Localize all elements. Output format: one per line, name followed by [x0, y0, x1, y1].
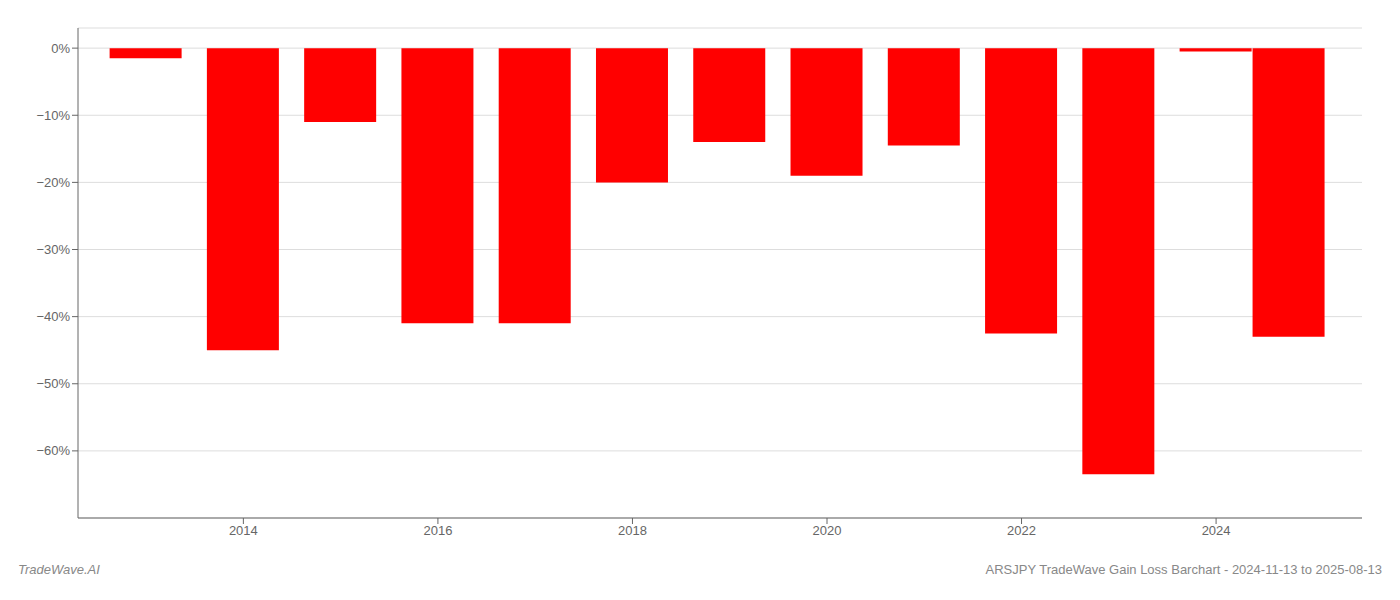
svg-text:2022: 2022: [1007, 523, 1036, 538]
svg-text:−30%: −30%: [36, 242, 70, 257]
svg-text:−60%: −60%: [36, 443, 70, 458]
svg-text:2024: 2024: [1202, 523, 1231, 538]
svg-text:2020: 2020: [813, 523, 842, 538]
svg-text:2014: 2014: [229, 523, 258, 538]
html-text:TradeWave.AI: TradeWave.AI: [18, 562, 100, 577]
svg-text:−10%: −10%: [36, 108, 70, 123]
html-text:ARSJPY TradeWave Gain Loss Bar: ARSJPY TradeWave Gain Loss Barchart - 20…: [985, 562, 1382, 577]
svg-text:2018: 2018: [618, 523, 647, 538]
svg-text:−50%: −50%: [36, 376, 70, 391]
svg-text:0%: 0%: [51, 41, 70, 56]
svg-text:2016: 2016: [423, 523, 452, 538]
svg-text:−40%: −40%: [36, 309, 70, 324]
svg-text:−20%: −20%: [36, 175, 70, 190]
